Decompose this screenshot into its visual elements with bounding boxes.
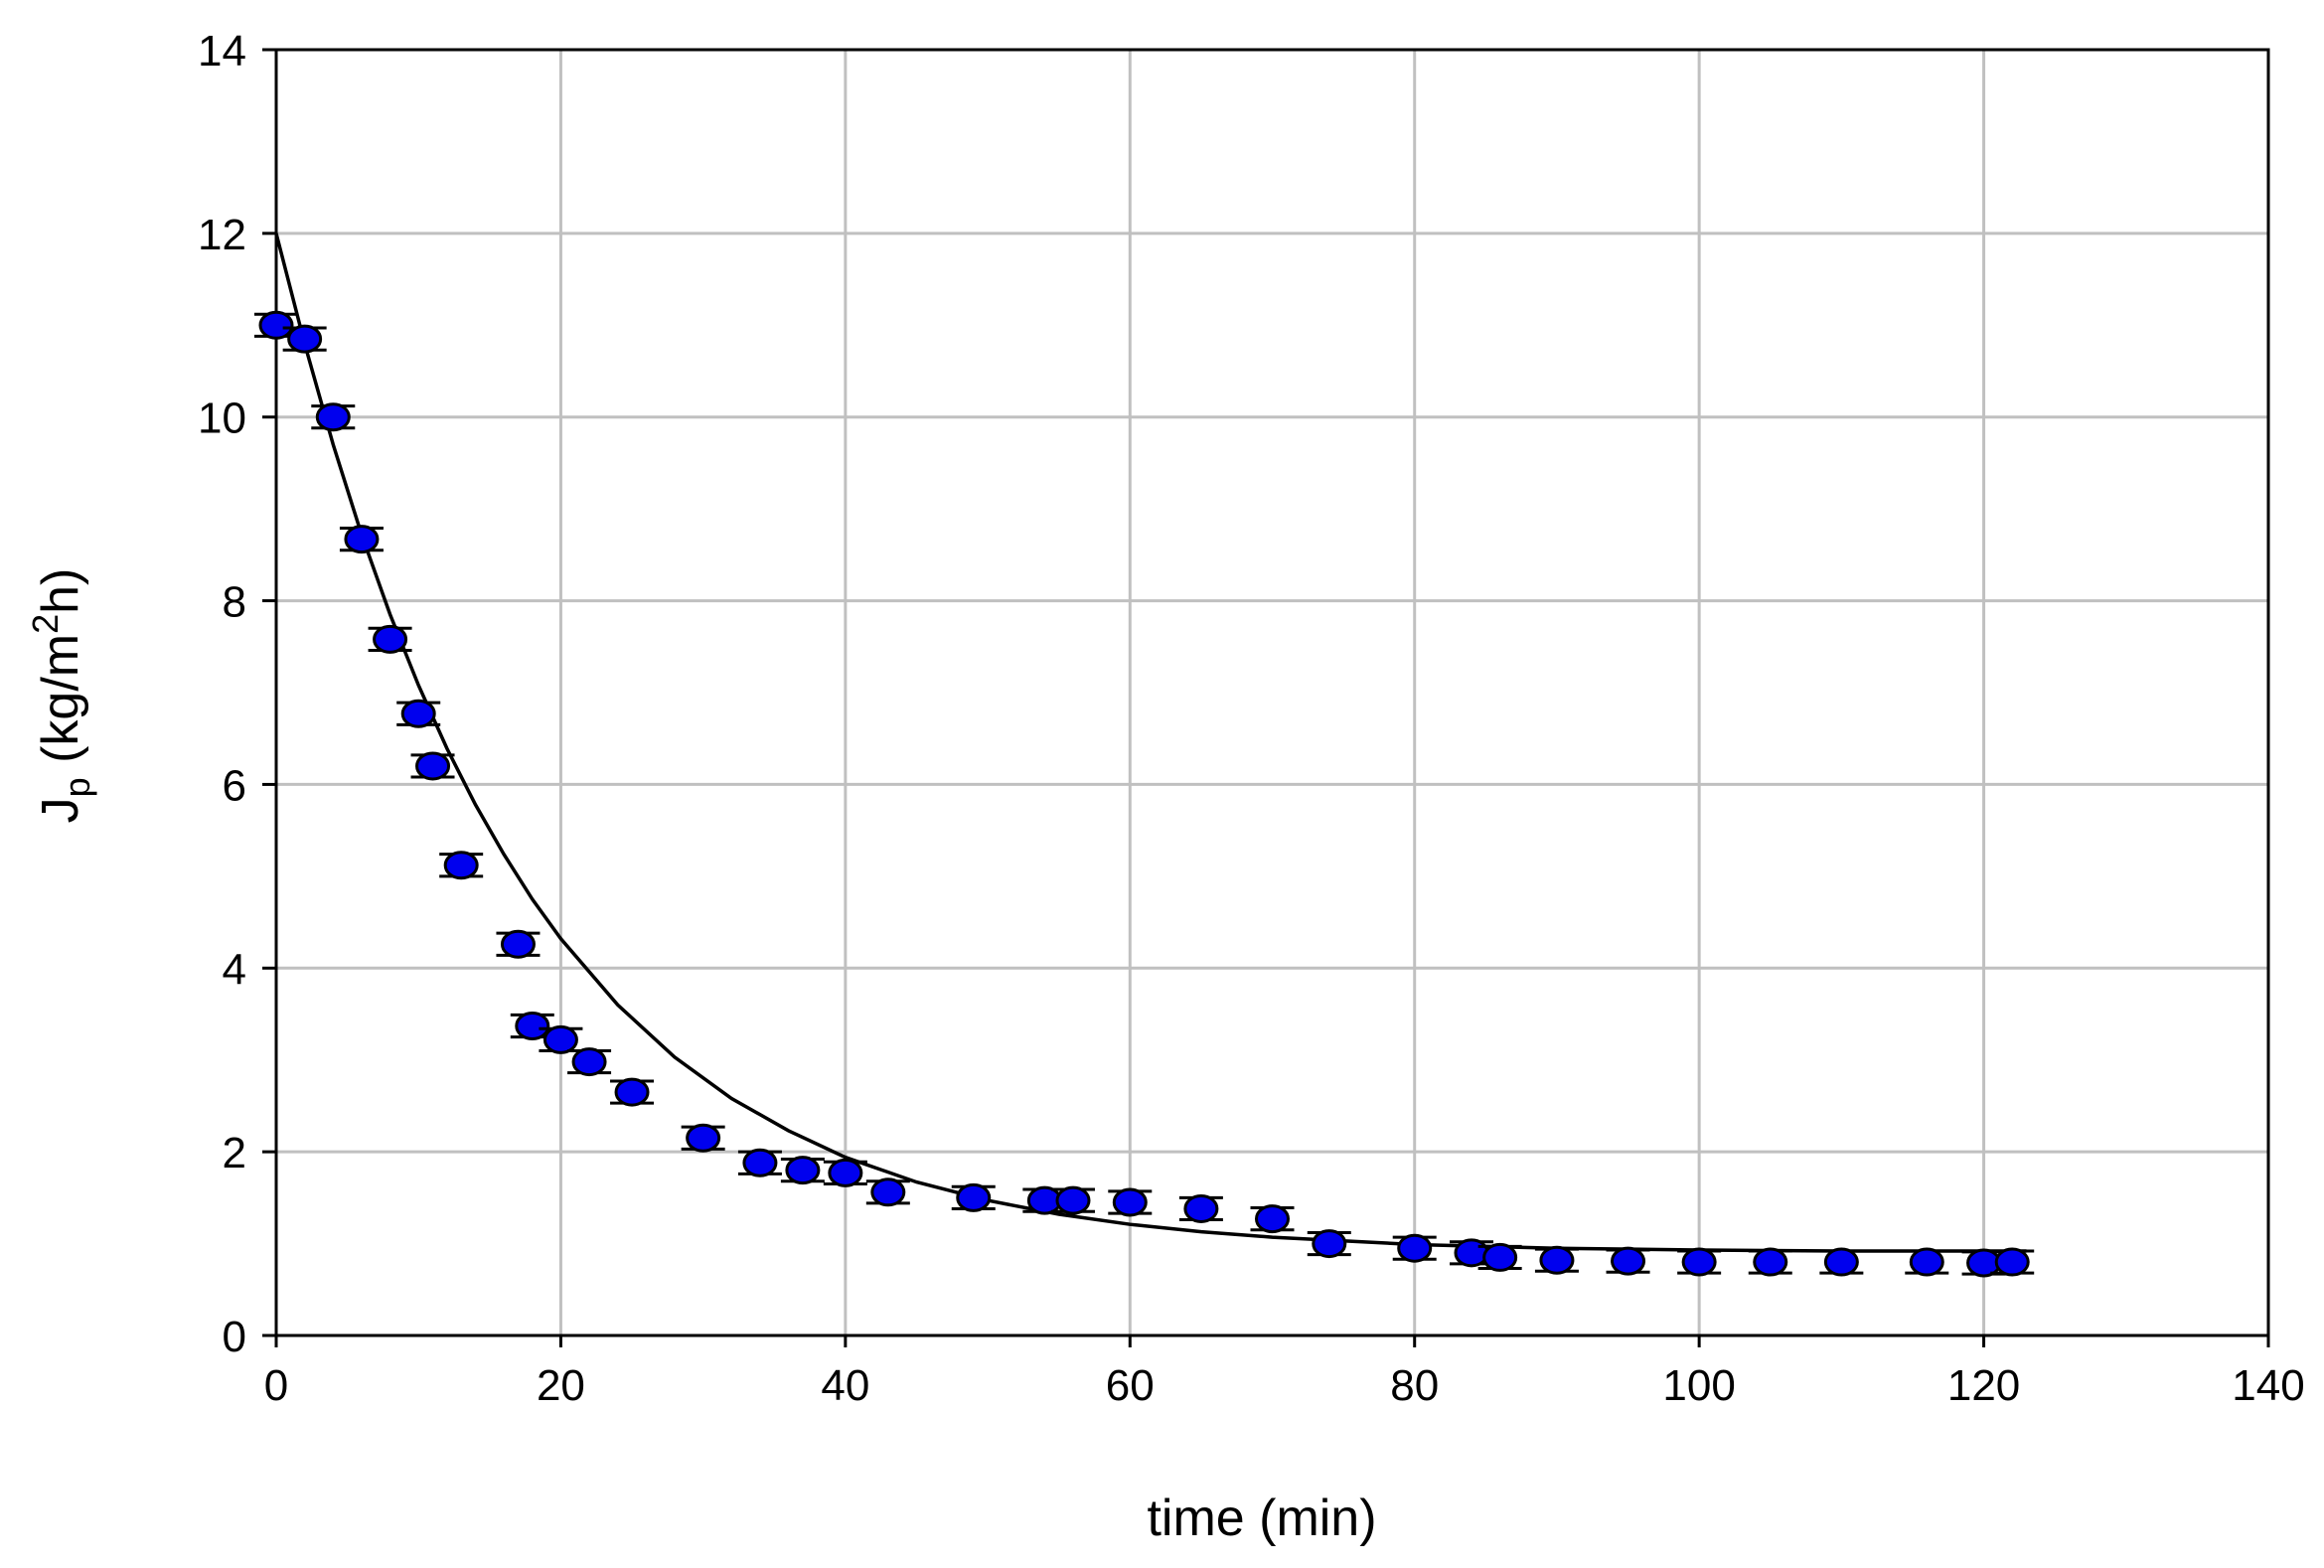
data-point-group — [681, 1123, 725, 1153]
data-point-group — [1392, 1233, 1437, 1263]
data-point-group — [951, 1182, 996, 1212]
data-point — [828, 1158, 863, 1187]
data-point-group — [780, 1156, 825, 1185]
data-point — [1611, 1246, 1646, 1276]
data-point — [1454, 1238, 1489, 1268]
data-point-group — [1051, 1185, 1095, 1215]
data-point — [415, 751, 451, 781]
grid-layer — [276, 50, 2268, 1335]
data-point — [1255, 1204, 1290, 1234]
data-point-group — [339, 525, 384, 554]
data-point — [1312, 1229, 1347, 1259]
data-point — [571, 1047, 607, 1077]
y-axis-title-superscript: 2 — [25, 614, 66, 634]
y-tick-label: 2 — [223, 1129, 246, 1177]
data-point — [373, 624, 408, 654]
x-tick-label: 100 — [1662, 1361, 1735, 1410]
data-point-group — [410, 751, 455, 781]
data-point — [287, 324, 323, 354]
data-point-group — [567, 1047, 612, 1077]
data-point-group — [254, 310, 298, 340]
ticks-layer: 0 20 40 60 80 100 120 140 0 2 4 6 8 10 12 14 — [198, 27, 2305, 1410]
data-point-group — [1819, 1247, 1864, 1277]
y-tick-label: 10 — [198, 394, 246, 443]
data-point — [1681, 1247, 1717, 1277]
plot-area-frame — [274, 48, 2270, 1337]
data-point — [500, 929, 536, 959]
data-point — [1994, 1247, 2030, 1277]
data-point-group — [311, 402, 356, 432]
data-point-group — [368, 624, 412, 654]
data-point-group — [737, 1148, 782, 1177]
data-point-group — [1178, 1193, 1223, 1223]
data-point — [258, 310, 294, 340]
data-point-group — [1534, 1245, 1579, 1275]
x-axis-title: time (min) — [1147, 1490, 1376, 1547]
data-point-group — [439, 851, 484, 880]
data-point — [1753, 1247, 1788, 1277]
x-tick-label: 0 — [264, 1361, 288, 1410]
data-point — [1055, 1185, 1091, 1215]
y-tick-label: 4 — [223, 945, 246, 994]
x-tick-label: 60 — [1106, 1361, 1155, 1410]
x-tick-label: 120 — [1947, 1361, 2020, 1410]
fit-curve — [274, 233, 2027, 1253]
data-point — [1397, 1233, 1433, 1263]
data-point — [1823, 1247, 1859, 1277]
data-point-group — [1606, 1246, 1650, 1276]
data-point-group — [282, 324, 327, 354]
data-point-group — [396, 699, 441, 728]
data-point-group — [539, 1024, 583, 1054]
x-tick-label: 40 — [821, 1361, 869, 1410]
data-point-group — [1307, 1229, 1351, 1259]
data-point — [344, 525, 380, 554]
data-point-group — [610, 1077, 655, 1107]
x-tick-label: 20 — [537, 1361, 585, 1410]
data-point-group — [510, 1012, 554, 1041]
data-point — [515, 1012, 550, 1041]
data-point-group — [1108, 1187, 1153, 1217]
data-point — [315, 402, 351, 432]
data-point-group — [865, 1177, 910, 1207]
data-point-group — [1748, 1247, 1792, 1277]
data-point-group — [1477, 1242, 1522, 1272]
y-tick-label: 8 — [223, 578, 246, 627]
y-tick-label: 14 — [198, 27, 246, 76]
data-point — [686, 1123, 721, 1153]
data-point — [1482, 1242, 1518, 1272]
data-point — [870, 1177, 906, 1207]
data-point-group — [823, 1158, 867, 1187]
data-point-group — [1990, 1247, 2035, 1277]
data-point — [542, 1024, 578, 1054]
data-point-group — [1677, 1247, 1722, 1277]
data-point — [443, 851, 479, 880]
data-point — [400, 699, 436, 728]
data-point-group — [1905, 1247, 1949, 1277]
data-point — [1183, 1193, 1219, 1223]
x-tick-label: 140 — [2232, 1361, 2304, 1410]
data-point — [1112, 1187, 1148, 1217]
data-point — [614, 1077, 650, 1107]
data-point-group — [496, 929, 541, 959]
y-axis-title-subscript: p — [57, 777, 97, 797]
y-tick-label: 6 — [223, 761, 246, 810]
y-axis-title-main: J — [32, 797, 89, 823]
fit-layer — [274, 233, 2027, 1253]
data-point — [742, 1148, 778, 1177]
data-point — [785, 1156, 821, 1185]
points-layer — [254, 310, 2035, 1278]
data-point-group — [1961, 1248, 2006, 1278]
data-point — [956, 1182, 992, 1212]
y-axis-title-unit-suffix: h) — [32, 568, 89, 614]
y-tick-label: 0 — [223, 1313, 246, 1361]
y-axis-title-unit-prefix: (kg/m — [32, 634, 89, 777]
y-axis-title: Jp (kg/m2h) — [25, 568, 97, 824]
x-tick-label: 80 — [1390, 1361, 1439, 1410]
data-point — [1539, 1245, 1575, 1275]
data-point-group — [1250, 1204, 1295, 1234]
y-tick-label: 12 — [198, 211, 246, 259]
data-point — [1909, 1247, 1944, 1277]
